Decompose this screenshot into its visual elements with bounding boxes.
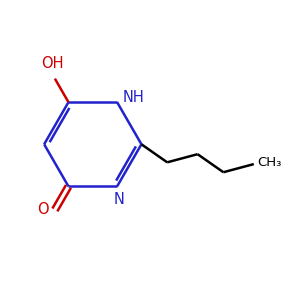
Text: OH: OH — [41, 56, 63, 71]
Text: CH₃: CH₃ — [257, 156, 282, 169]
Text: N: N — [114, 192, 125, 207]
Text: NH: NH — [122, 90, 144, 105]
Text: O: O — [37, 202, 49, 217]
